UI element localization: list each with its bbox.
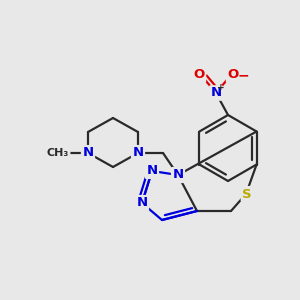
- Text: −: −: [237, 68, 249, 82]
- Text: N: N: [146, 164, 158, 178]
- Text: +: +: [217, 82, 225, 91]
- Text: N: N: [210, 86, 222, 100]
- Text: N: N: [136, 196, 148, 209]
- Text: O: O: [227, 68, 239, 82]
- Text: S: S: [242, 188, 252, 200]
- Text: N: N: [82, 146, 94, 160]
- Text: N: N: [172, 169, 184, 182]
- Text: N: N: [132, 146, 144, 160]
- Text: CH₃: CH₃: [47, 148, 69, 158]
- Text: O: O: [194, 68, 205, 82]
